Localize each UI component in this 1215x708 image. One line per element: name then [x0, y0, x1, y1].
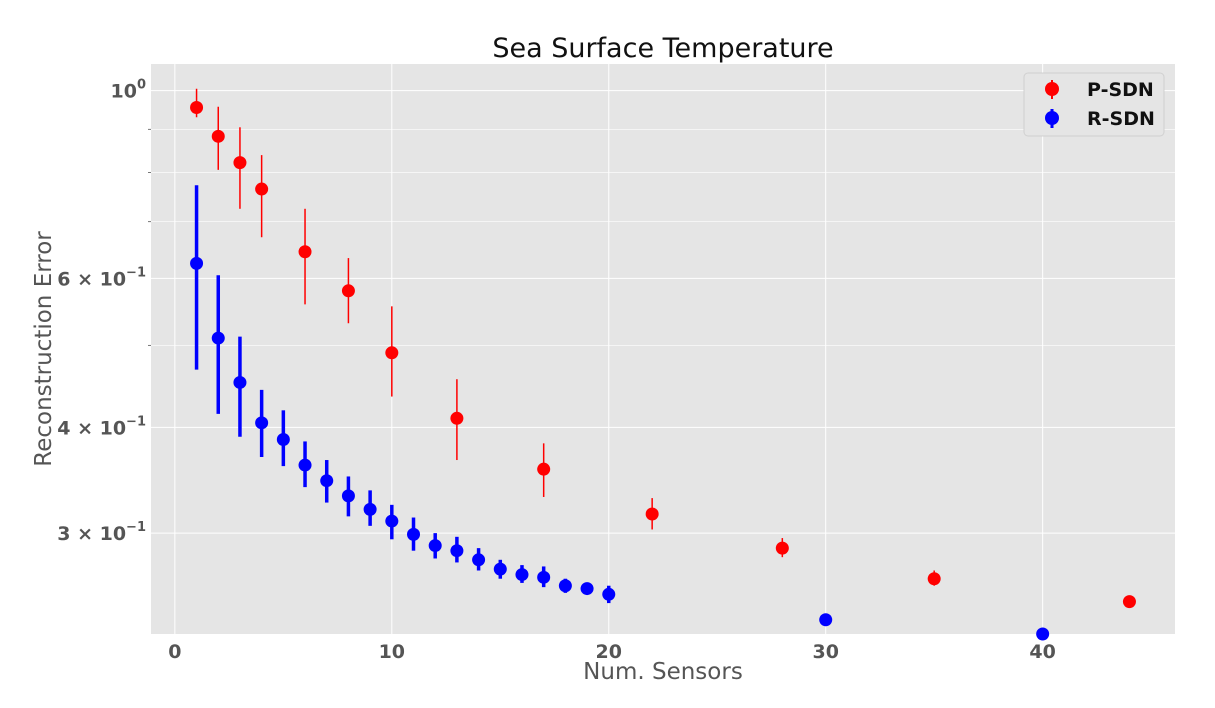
legend-marker-r-sdn — [1045, 111, 1059, 125]
point-p-sdn — [450, 411, 464, 425]
point-r-sdn — [450, 544, 464, 558]
point-r-sdn — [233, 375, 247, 389]
point-p-sdn — [190, 101, 204, 115]
point-r-sdn — [363, 502, 377, 516]
point-r-sdn — [1036, 627, 1050, 641]
point-p-sdn — [233, 156, 247, 170]
point-p-sdn — [645, 507, 659, 521]
point-r-sdn — [211, 331, 225, 345]
x-tick-label: 0 — [168, 641, 181, 663]
y-axis-ticks: 100 6 × 10−1 4 × 10−1 3 × 10−1 — [57, 78, 151, 545]
y-tick-label: 100 — [111, 78, 147, 103]
point-r-sdn — [190, 256, 204, 270]
legend-label-r-sdn: R-SDN — [1087, 108, 1155, 130]
point-p-sdn — [537, 462, 551, 476]
point-r-sdn — [515, 568, 529, 582]
x-tick-label: 20 — [596, 641, 622, 663]
x-tick-label: 30 — [812, 641, 838, 663]
point-p-sdn — [211, 129, 225, 143]
point-p-sdn — [255, 182, 269, 196]
legend-label-p-sdn: P-SDN — [1087, 79, 1154, 101]
point-r-sdn — [320, 474, 334, 488]
point-r-sdn — [255, 416, 269, 430]
x-tick-label: 10 — [379, 641, 405, 663]
point-r-sdn — [819, 613, 833, 627]
data-marks — [190, 88, 1136, 641]
point-r-sdn — [385, 514, 399, 528]
point-r-sdn — [298, 458, 312, 472]
x-axis-ticks: 0 10 20 30 40 — [168, 641, 1056, 663]
point-p-sdn — [775, 541, 789, 555]
point-r-sdn — [558, 579, 572, 593]
legend-marker-p-sdn — [1045, 82, 1059, 96]
y-axis-label: Reconstruction Error — [31, 231, 57, 467]
y-tick-label: 3 × 10−1 — [57, 520, 146, 545]
point-p-sdn — [385, 346, 399, 360]
point-r-sdn — [493, 562, 507, 576]
legend: P-SDN R-SDN — [1023, 72, 1165, 137]
point-r-sdn — [602, 587, 616, 601]
point-r-sdn — [407, 527, 421, 541]
point-r-sdn — [428, 539, 442, 553]
series-r-sdn — [190, 185, 1050, 641]
y-tick-label: 6 × 10−1 — [57, 265, 146, 290]
point-p-sdn — [298, 245, 312, 259]
point-r-sdn — [472, 553, 486, 567]
series-p-sdn — [190, 88, 1136, 609]
plot-area — [151, 64, 1175, 634]
point-p-sdn — [927, 572, 941, 586]
point-r-sdn — [537, 570, 551, 584]
x-axis-label: Num. Sensors — [583, 659, 743, 685]
legend-box — [1023, 72, 1165, 137]
point-p-sdn — [341, 284, 355, 298]
y-tick-label: 4 × 10−1 — [57, 414, 146, 439]
chart-title: Sea Surface Temperature — [492, 33, 833, 64]
point-r-sdn — [341, 489, 355, 503]
point-r-sdn — [580, 582, 594, 596]
point-p-sdn — [1122, 595, 1136, 609]
x-tick-label: 40 — [1029, 641, 1055, 663]
point-r-sdn — [276, 433, 290, 447]
